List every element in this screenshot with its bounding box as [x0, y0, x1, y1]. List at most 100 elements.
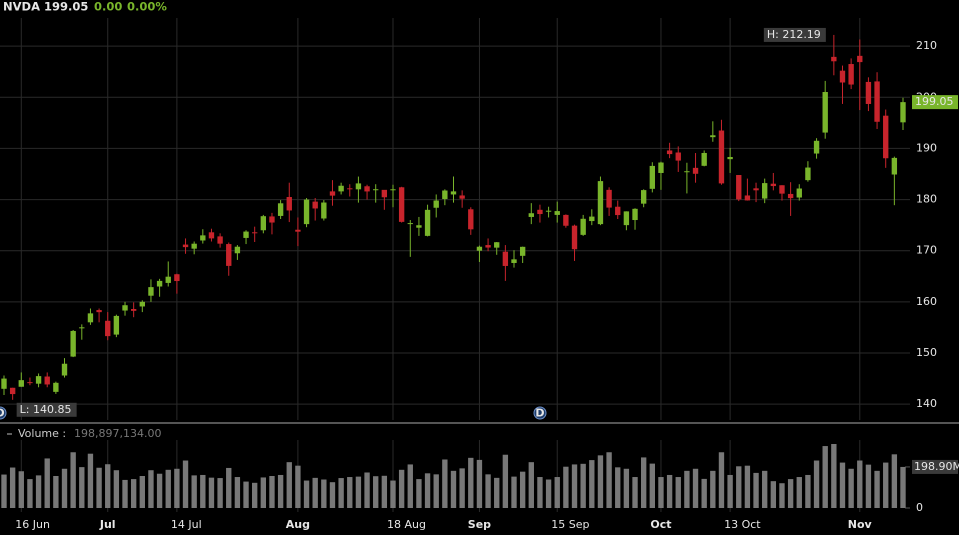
candle-body	[234, 246, 241, 254]
candle-body	[883, 115, 889, 159]
x-tick-label: Nov	[848, 518, 873, 531]
candle-body	[174, 274, 180, 282]
volume-bar	[589, 460, 595, 508]
volume-bar	[174, 468, 180, 508]
candle-body	[563, 214, 569, 226]
candle-body	[130, 309, 137, 311]
event-marker	[533, 406, 547, 420]
volume-bar	[727, 474, 733, 508]
candle-body	[805, 167, 811, 181]
volume-bar	[675, 477, 681, 508]
event-marker	[0, 406, 7, 420]
candle-body	[18, 380, 24, 387]
volume-bar	[813, 460, 820, 508]
volume-bar	[494, 477, 500, 508]
candle-body	[779, 185, 785, 194]
candle-body	[770, 183, 777, 187]
candle-body	[338, 185, 344, 192]
volume-bar	[139, 476, 145, 508]
candle-body	[675, 152, 681, 161]
candle-body	[96, 310, 102, 313]
volume-bar	[528, 462, 534, 508]
volume-tick-label: 0	[916, 501, 923, 514]
candle-body	[615, 206, 621, 216]
volume-bar	[857, 460, 863, 508]
volume-bar	[27, 479, 33, 508]
volume-bar	[303, 480, 310, 508]
volume-bar	[632, 477, 638, 508]
candle-body	[839, 70, 846, 83]
candle-body	[554, 211, 560, 215]
x-tick-label: 16 Jun	[15, 518, 50, 531]
volume-bar	[831, 444, 837, 508]
volume-bar	[839, 462, 846, 508]
volume-bar	[191, 475, 197, 508]
volume-bar	[770, 481, 777, 508]
candle-body	[666, 150, 673, 155]
volume-bar	[277, 474, 284, 508]
candle-body	[442, 190, 448, 200]
volume-bar	[44, 458, 50, 508]
candle-body	[692, 167, 699, 174]
candle-body	[606, 189, 612, 208]
candle-body	[286, 197, 292, 211]
candle-body	[632, 208, 638, 221]
candle-body	[148, 287, 154, 296]
y-tick-label: 150	[916, 346, 937, 359]
candle-body	[589, 216, 595, 222]
volume-bar	[537, 477, 543, 508]
candle-body	[822, 92, 828, 133]
candle-body	[113, 315, 120, 335]
volume-bar	[459, 468, 465, 508]
candle-body	[373, 189, 379, 191]
volume-bar	[329, 482, 336, 508]
x-tick-label: Aug	[286, 518, 310, 531]
volume-title: Volume :	[18, 427, 66, 440]
volume-bar	[649, 463, 655, 508]
volume-bar	[615, 467, 621, 508]
y-tick-label: 190	[916, 141, 937, 154]
candle-body	[519, 246, 526, 256]
x-tick-label: 13 Oct	[724, 518, 761, 531]
candle-body	[200, 235, 206, 241]
volume-bar	[243, 481, 249, 508]
candle-body	[658, 162, 664, 173]
volume-tick-label: 198.90M	[914, 460, 959, 473]
event-label: D	[535, 407, 544, 420]
volume-bar	[606, 452, 612, 508]
volume-bar	[736, 466, 742, 508]
candle-body	[459, 195, 465, 199]
x-tick-label: Jul	[99, 518, 116, 531]
change-pct: 0.00%	[127, 0, 167, 14]
candle-body	[753, 188, 759, 191]
volume-bar	[623, 468, 630, 508]
volume-bar	[286, 462, 292, 508]
x-tick-label: Sep	[468, 518, 491, 531]
volume-bar	[874, 470, 880, 508]
candle-body	[848, 64, 854, 85]
candle-body	[424, 209, 431, 236]
volume-bar	[217, 478, 223, 508]
volume-bar	[182, 460, 189, 508]
candle-body	[364, 186, 370, 192]
volume-bar	[658, 477, 664, 508]
candle-body	[321, 202, 327, 219]
candle-body	[407, 223, 413, 225]
volume-bar	[96, 467, 102, 508]
candle-body	[718, 130, 725, 184]
volume-bar	[407, 464, 413, 508]
candle-body	[684, 171, 690, 173]
volume-bar	[450, 470, 457, 508]
volume-bar	[347, 477, 353, 508]
volume-bar	[148, 470, 154, 508]
candle-body	[528, 213, 534, 217]
candle-body	[165, 276, 171, 283]
candle-body	[537, 209, 543, 215]
candle-body	[762, 183, 768, 199]
volume-bar	[779, 483, 785, 508]
volume-bar	[900, 466, 906, 508]
candle-body	[701, 152, 707, 166]
volume-bar	[416, 479, 422, 508]
event-label: D	[0, 407, 5, 420]
